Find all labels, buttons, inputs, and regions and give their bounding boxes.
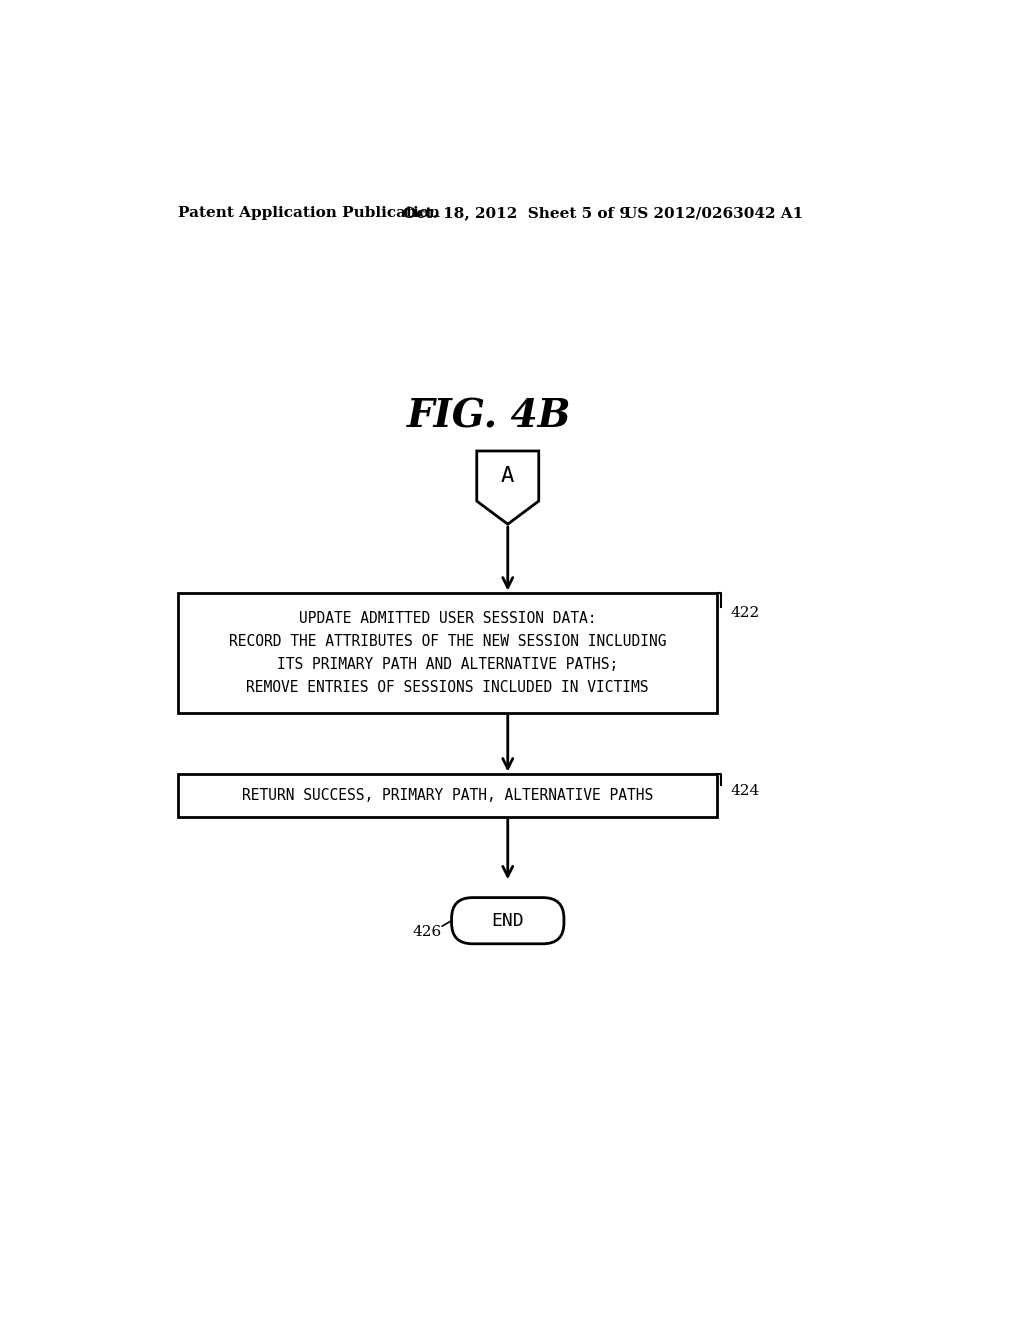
FancyBboxPatch shape — [452, 898, 564, 944]
Polygon shape — [477, 451, 539, 524]
Bar — [178, 775, 717, 817]
Text: RETURN SUCCESS, PRIMARY PATH, ALTERNATIVE PATHS: RETURN SUCCESS, PRIMARY PATH, ALTERNATIV… — [242, 788, 653, 803]
Text: ITS PRIMARY PATH AND ALTERNATIVE PATHS;: ITS PRIMARY PATH AND ALTERNATIVE PATHS; — [278, 657, 618, 672]
Text: A: A — [501, 466, 514, 486]
Text: END: END — [492, 912, 524, 929]
Text: 424: 424 — [731, 784, 760, 797]
Text: US 2012/0263042 A1: US 2012/0263042 A1 — [624, 206, 803, 220]
Text: Oct. 18, 2012  Sheet 5 of 9: Oct. 18, 2012 Sheet 5 of 9 — [403, 206, 630, 220]
Text: REMOVE ENTRIES OF SESSIONS INCLUDED IN VICTIMS: REMOVE ENTRIES OF SESSIONS INCLUDED IN V… — [247, 680, 649, 696]
Text: 426: 426 — [413, 925, 442, 940]
Text: RECORD THE ATTRIBUTES OF THE NEW SESSION INCLUDING: RECORD THE ATTRIBUTES OF THE NEW SESSION… — [229, 634, 667, 649]
Bar — [178, 594, 717, 713]
Text: FIG. 4B: FIG. 4B — [407, 397, 571, 436]
Text: 422: 422 — [731, 606, 760, 620]
Text: Patent Application Publication: Patent Application Publication — [178, 206, 440, 220]
Text: UPDATE ADMITTED USER SESSION DATA:: UPDATE ADMITTED USER SESSION DATA: — [299, 611, 596, 626]
